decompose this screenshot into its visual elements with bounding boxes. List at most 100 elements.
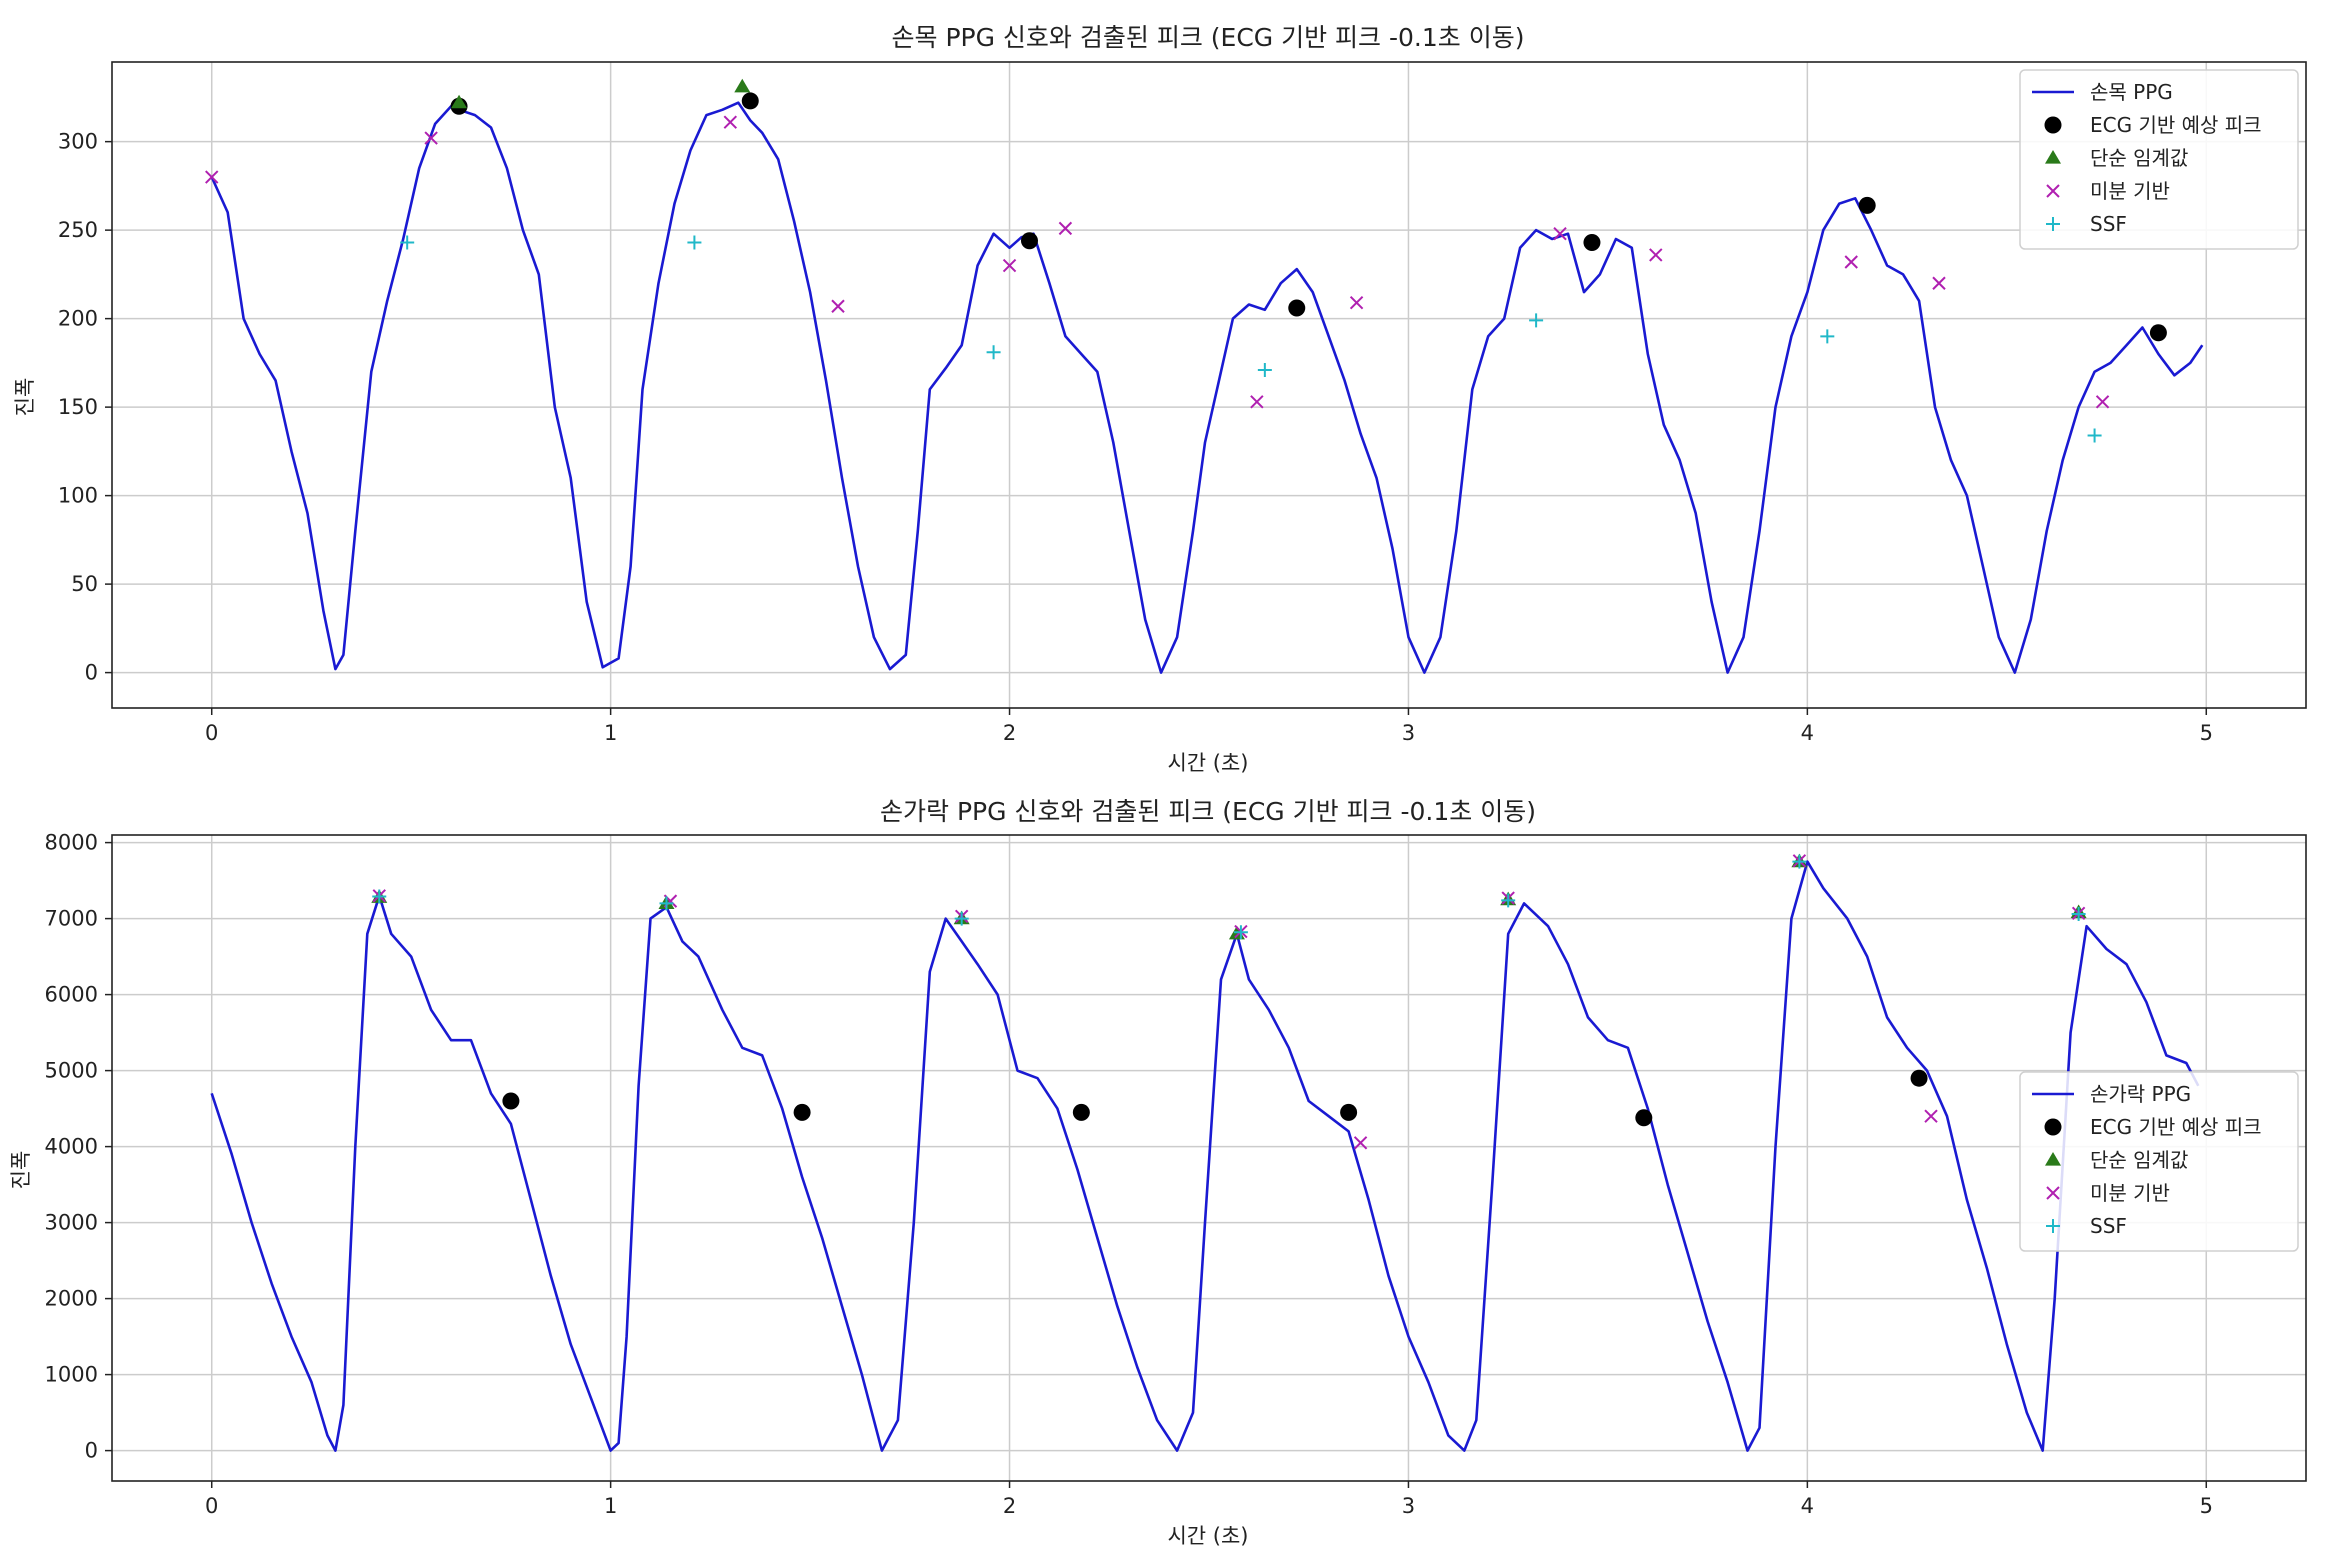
wrist-ppg-panel: 손목 PPG 신호와 검출된 피크 (ECG 기반 피크 -0.1초 이동) 시… bbox=[13, 23, 2307, 775]
finger-ppg-panel: 손가락 PPG 신호와 검출된 피크 (ECG 기반 피크 -0.1초 이동) … bbox=[9, 797, 2307, 1548]
chart-title: 손목 PPG 신호와 검출된 피크 (ECG 기반 피크 -0.1초 이동) bbox=[892, 23, 1525, 52]
peak-marker-x bbox=[1058, 221, 1073, 236]
x-tick-label: 1 bbox=[604, 721, 617, 745]
peak-marker-plus bbox=[1820, 329, 1835, 344]
peak-marker-triangle bbox=[451, 94, 468, 109]
legend-marker-circle bbox=[2044, 116, 2062, 134]
peak-marker-x bbox=[205, 170, 219, 184]
peak-marker-circle bbox=[741, 92, 759, 110]
peak-marker-plus bbox=[1792, 854, 1807, 869]
peak-marker-circle bbox=[2149, 324, 2167, 342]
y-tick-label: 250 bbox=[58, 218, 98, 242]
x-tick-label: 2 bbox=[1003, 721, 1016, 745]
chart-title: 손가락 PPG 신호와 검출된 피크 (ECG 기반 피크 -0.1초 이동) bbox=[880, 797, 1536, 826]
peak-marker-circle bbox=[1635, 1109, 1653, 1127]
peak-marker-x bbox=[1649, 248, 1663, 262]
legend-marker-triangle bbox=[2045, 1152, 2061, 1166]
legend-label: ECG 기반 예상 피크 bbox=[2090, 113, 2262, 137]
axes-frame bbox=[111, 61, 2307, 709]
legend-marker-circle bbox=[2044, 1118, 2062, 1136]
y-tick-label: 150 bbox=[58, 395, 98, 419]
peak-marker-plus bbox=[1257, 362, 1272, 377]
x-tick-label: 3 bbox=[1402, 721, 1415, 745]
peak-marker-x bbox=[1844, 255, 1858, 269]
peak-marker-circle bbox=[1072, 1103, 1090, 1121]
peak-marker-circle bbox=[1910, 1069, 1928, 1087]
peak-marker-x bbox=[1932, 276, 1946, 290]
y-axis-label: 진폭 bbox=[9, 1151, 33, 1190]
legend-marker-x bbox=[2046, 1186, 2060, 1200]
peak-marker-plus bbox=[687, 235, 702, 250]
ppg-series-line bbox=[210, 860, 2200, 1452]
plot-area: 0 1 2 3 4 5 0 1000 2000 3000 4000 5000 6000 7000 8000 손… bbox=[45, 831, 2307, 1518]
peak-marker-circle bbox=[1288, 299, 1306, 317]
legend-label: ECG 기반 예상 피크 bbox=[2090, 1115, 2262, 1139]
peak-marker-plus bbox=[400, 235, 415, 250]
peak-marker-plus bbox=[1529, 313, 1544, 328]
peak-marker-x bbox=[1349, 295, 1364, 310]
peak-marker-x bbox=[1924, 1109, 1938, 1123]
legend-label: SSF bbox=[2090, 1214, 2127, 1238]
y-tick-label: 4000 bbox=[45, 1135, 98, 1159]
peak-marker-circle bbox=[1020, 232, 1038, 250]
ppg-series-line bbox=[210, 101, 2204, 674]
legend-label: 단순 임계값 bbox=[2090, 146, 2188, 170]
y-tick-label: 2000 bbox=[45, 1287, 98, 1311]
peak-marker-x bbox=[424, 131, 438, 145]
y-tick-label: 1000 bbox=[45, 1363, 98, 1387]
y-tick-label: 7000 bbox=[45, 907, 98, 931]
peak-marker-x bbox=[1353, 1136, 1368, 1150]
peak-marker-circle bbox=[1340, 1103, 1358, 1121]
legend-marker-triangle bbox=[2045, 150, 2061, 164]
peak-marker-plus bbox=[954, 911, 969, 926]
y-tick-label: 0 bbox=[85, 661, 98, 685]
peak-marker-x bbox=[831, 299, 845, 313]
x-tick-label: 4 bbox=[1801, 721, 1814, 745]
peak-marker-plus bbox=[659, 896, 674, 911]
y-tick-label: 8000 bbox=[45, 831, 98, 855]
legend-label: 단순 임계값 bbox=[2090, 1148, 2188, 1172]
peak-marker-plus bbox=[2087, 428, 2102, 443]
peak-marker-plus bbox=[372, 889, 387, 904]
y-tick-label: 6000 bbox=[45, 983, 98, 1007]
legend-label: 손가락 PPG bbox=[2090, 1082, 2191, 1106]
legend-box bbox=[2019, 1071, 2299, 1252]
peak-marker-plus bbox=[1501, 893, 1516, 908]
y-tick-label: 50 bbox=[71, 572, 98, 596]
legend-label: SSF bbox=[2090, 212, 2127, 236]
peak-marker-circle bbox=[502, 1092, 520, 1110]
peak-marker-x bbox=[2095, 395, 2110, 409]
peak-marker-x bbox=[1002, 258, 1017, 273]
peak-marker-plus bbox=[1233, 925, 1248, 940]
x-axis-label: 시간 (초) bbox=[1167, 1524, 1248, 1548]
x-tick-label: 0 bbox=[205, 721, 218, 745]
peak-marker-x bbox=[1553, 226, 1567, 241]
peak-marker-x bbox=[1250, 395, 1264, 409]
y-tick-label: 5000 bbox=[45, 1059, 98, 1083]
peak-marker-plus bbox=[986, 345, 1001, 360]
y-tick-label: 100 bbox=[58, 484, 98, 508]
y-tick-label: 3000 bbox=[45, 1211, 98, 1235]
legend-marker-plus bbox=[2046, 217, 2060, 231]
legend-marker-x bbox=[2046, 184, 2060, 198]
peak-marker-circle bbox=[1583, 234, 1601, 252]
x-tick-label: 3 bbox=[1402, 1494, 1415, 1518]
x-tick-label: 1 bbox=[604, 1494, 617, 1518]
peak-marker-triangle bbox=[734, 78, 751, 93]
x-tick-label: 5 bbox=[2200, 721, 2213, 745]
y-tick-label: 300 bbox=[58, 130, 98, 154]
peak-marker-x bbox=[723, 115, 738, 129]
legend-box bbox=[2019, 69, 2299, 250]
y-tick-label: 0 bbox=[85, 1439, 98, 1463]
peak-marker-circle bbox=[793, 1103, 811, 1121]
x-tick-label: 5 bbox=[2200, 1494, 2213, 1518]
y-axis-label: 진폭 bbox=[13, 378, 37, 417]
peak-marker-plus bbox=[2071, 907, 2086, 922]
y-tick-label: 200 bbox=[58, 307, 98, 331]
x-tick-label: 0 bbox=[205, 1494, 218, 1518]
legend-label: 미분 기반 bbox=[2090, 179, 2170, 203]
